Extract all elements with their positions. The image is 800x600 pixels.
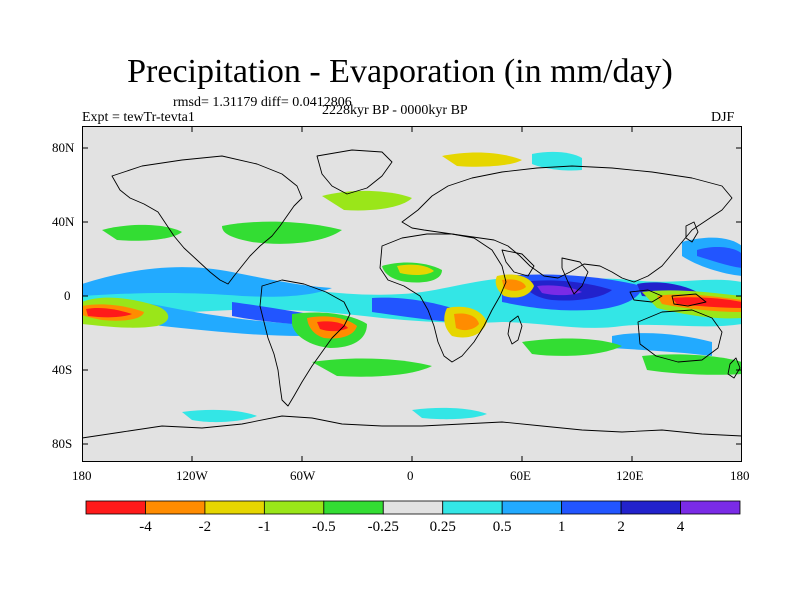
- colorbar: [85, 500, 741, 515]
- colorbar-swatch: [501, 500, 563, 515]
- colorbar-swatch: [382, 500, 444, 515]
- south-atlantic-green: [312, 358, 432, 377]
- japan-coast: [685, 221, 699, 243]
- north-pacific-green: [102, 224, 182, 241]
- colorbar-label: -4: [139, 519, 152, 535]
- stats-label: rmsd= 1.31179 diff= 0.0412806: [173, 95, 352, 110]
- world-map: [82, 126, 742, 462]
- lon-label-60w: 60W: [290, 468, 316, 483]
- colorbar-label: 2: [617, 519, 625, 535]
- south-pacific-green: [642, 354, 742, 375]
- lon-label-0: 0: [407, 468, 414, 483]
- south-indian-green: [522, 338, 622, 356]
- lat-label-40s: 40S: [52, 362, 73, 377]
- lon-label-120e: 120E: [616, 468, 644, 483]
- eurasia-coast: [401, 165, 733, 283]
- lon-label-180e: 180: [730, 468, 750, 483]
- new-guinea-coast: [671, 293, 707, 307]
- lat-label-40n: 40N: [52, 214, 75, 229]
- kuroshio-core: [697, 247, 742, 268]
- colorbar-swatch: [561, 500, 622, 515]
- india-coast: [561, 257, 589, 295]
- arctic-dry: [442, 152, 522, 167]
- africa-coast: [379, 233, 507, 363]
- north-pacific-itcz: [82, 267, 332, 297]
- east-pacific-dry-core: [86, 307, 132, 318]
- borneo-coast: [629, 289, 663, 303]
- experiment-label: Expt = tewTr-tevta1: [82, 110, 195, 125]
- colorbar-swatch: [442, 500, 503, 515]
- south-america-coast: [259, 279, 351, 407]
- colorbar-label: 4: [676, 519, 685, 535]
- lon-label-120w: 120W: [176, 468, 208, 483]
- season-label: DJF: [711, 110, 735, 125]
- lat-label-80n: 80N: [52, 140, 75, 155]
- atlantic-itcz: [372, 297, 452, 322]
- south-indian-band: [612, 333, 712, 356]
- subpolar-green: [322, 190, 412, 211]
- colorbar-swatch: [145, 500, 206, 515]
- australia-coast: [637, 309, 723, 363]
- lon-label-180w: 180: [72, 468, 92, 483]
- lat-label-80s: 80S: [52, 436, 73, 451]
- colorbar-swatch: [263, 500, 325, 515]
- period-label: 2228kyr BP - 0000kyr BP: [322, 103, 468, 118]
- antarctica-coast: [82, 415, 742, 439]
- colorbar-label: -0.5: [311, 519, 336, 535]
- west-pacific-dry-core: [672, 297, 742, 308]
- map-title: Precipitation - Evaporation (in mm/day): [127, 53, 673, 90]
- southern-africa-core: [454, 313, 479, 331]
- coastlines: [82, 149, 742, 439]
- colorbar-swatch: [85, 500, 146, 515]
- arabia-coast: [501, 249, 535, 277]
- north-atlantic-green: [222, 221, 342, 244]
- colorbar-label: 0.5: [492, 519, 512, 535]
- colorbar-label: -2: [198, 519, 212, 535]
- colorbar-swatch: [204, 500, 265, 515]
- colorbar-label: -1: [258, 519, 271, 535]
- greenland-coast: [316, 149, 393, 195]
- southern-ocean-wet: [182, 409, 257, 423]
- east-africa-core: [502, 279, 526, 291]
- new-zealand-coast: [727, 357, 741, 379]
- axis-ticks: [82, 126, 742, 462]
- colorbar-swatch: [323, 500, 384, 515]
- north-america-coast: [111, 155, 303, 285]
- indian-ocean-max: [537, 285, 582, 296]
- lon-label-60e: 60E: [510, 468, 531, 483]
- amazon-dry-core: [317, 321, 348, 332]
- colorbar-label: 0.25: [429, 519, 456, 535]
- colorbar-label: -0.25: [367, 519, 399, 535]
- colorbar-label: 1: [557, 519, 566, 535]
- madagascar-coast: [507, 315, 523, 345]
- pme-field: [82, 151, 742, 423]
- colorbar-swatch: [680, 500, 741, 515]
- sahel-dry: [397, 264, 434, 276]
- lat-label-0: 0: [64, 288, 71, 303]
- colorbar-swatch: [620, 500, 681, 515]
- southern-ocean-wet-2: [412, 407, 487, 420]
